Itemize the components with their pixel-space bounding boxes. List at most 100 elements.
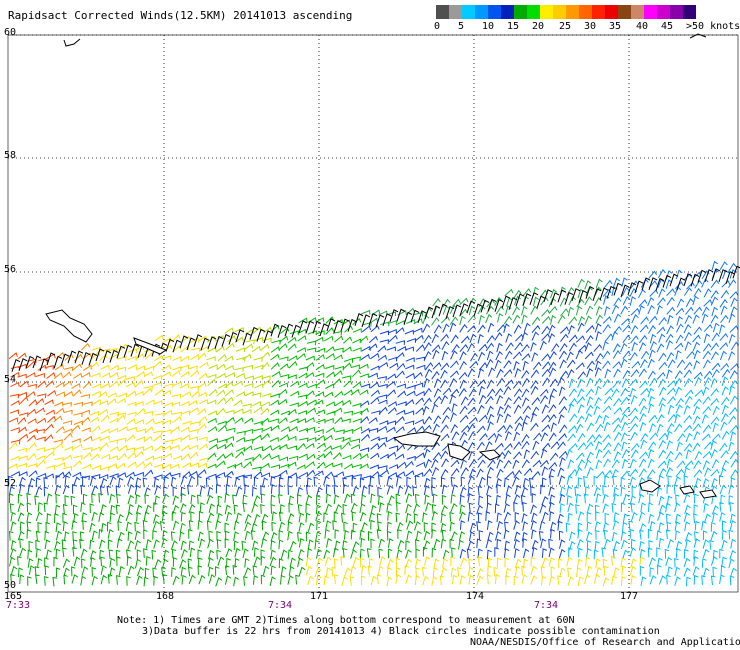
wind-barb [719, 467, 727, 478]
wind-barb [296, 352, 306, 360]
wind-barb [397, 461, 407, 469]
wind-barb [270, 454, 280, 460]
wind-barb [197, 519, 203, 530]
wind-barb [287, 475, 293, 486]
wind-barb [505, 575, 510, 585]
wind-barb [729, 450, 739, 460]
wind-barb [27, 484, 34, 495]
wind-barb [198, 415, 208, 424]
wind-barb [89, 522, 96, 533]
wind-barb [424, 458, 432, 469]
wind-barb [622, 369, 631, 379]
wind-barb [89, 503, 95, 514]
wind-barb [711, 505, 719, 515]
wind-barb [675, 540, 683, 551]
wind-barb [541, 557, 549, 567]
wind-barb [395, 557, 401, 568]
wind-barb [414, 521, 421, 531]
wind-barb [9, 393, 20, 399]
wind-barb [10, 565, 18, 576]
wind-barb [602, 434, 611, 443]
wind-barb [656, 530, 662, 541]
wind-barb [640, 350, 650, 360]
wind-barb [404, 329, 414, 335]
wind-barb-edge [522, 293, 532, 307]
wind-barb [674, 413, 681, 424]
wind-barb [54, 484, 61, 495]
wind-barb [299, 437, 309, 443]
wind-barb [71, 424, 81, 433]
wind-barb [729, 520, 737, 530]
wind-barb [53, 556, 58, 567]
wind-barb [279, 363, 289, 370]
wind-barb [235, 347, 245, 353]
wind-barb [386, 485, 394, 495]
wind-barb [711, 332, 720, 342]
wind-barb [550, 314, 557, 325]
wind-barb [100, 522, 107, 533]
wind-barb [513, 360, 520, 371]
wind-barb [332, 330, 343, 336]
wind-barb-edge [67, 350, 77, 364]
wind-barb [107, 539, 113, 550]
wind-barb [422, 546, 428, 557]
wind-barb [549, 511, 555, 521]
wind-barb [530, 305, 539, 315]
wind-barb [449, 538, 455, 549]
wind-barb [440, 379, 448, 389]
wind-barb [36, 455, 46, 460]
wind-barb [261, 453, 272, 460]
wind-barb [225, 409, 235, 415]
wind-barb [476, 425, 486, 434]
wind-barb [684, 460, 694, 468]
wind-barb [441, 529, 447, 540]
wind-barb [386, 346, 396, 352]
wind-barb [34, 566, 40, 576]
wind-barb [144, 567, 150, 578]
longitude-label: 177 [620, 591, 639, 602]
wind-barb [486, 388, 496, 398]
wind-barb [386, 451, 397, 459]
wind-barb [117, 477, 124, 488]
wind-barb [134, 484, 141, 495]
wind-barb [648, 414, 658, 423]
wind-barb [584, 486, 590, 496]
wind-barb [613, 442, 622, 452]
wind-barb [468, 458, 478, 468]
wind-barb [162, 453, 173, 459]
wind-barb [386, 426, 396, 433]
wind-barb [496, 342, 503, 353]
wind-barb [530, 486, 535, 496]
wind-barb [431, 458, 439, 469]
wind-barb [496, 512, 502, 523]
wind-barb-edge [228, 331, 238, 345]
wind-barb [396, 444, 406, 452]
wind-barb [262, 520, 267, 531]
wind-barb [386, 576, 393, 587]
wind-barb [115, 485, 121, 496]
wind-barb [35, 539, 40, 550]
wind-barb [522, 502, 527, 512]
wind-barb [496, 557, 502, 568]
wind-barb [477, 333, 484, 344]
wind-barb [558, 530, 564, 541]
wind-barb [233, 540, 239, 551]
wind-barb [658, 439, 667, 449]
wind-barb [639, 405, 648, 415]
wind-barb [106, 485, 112, 496]
wind-barb [560, 308, 569, 317]
wind-barb [730, 469, 739, 479]
wind-barb [315, 317, 325, 323]
wind-barb [224, 365, 234, 371]
wind-barb [189, 547, 196, 558]
wind-barb [226, 463, 237, 469]
wind-barb [100, 453, 111, 460]
wind-barb [467, 566, 474, 577]
wind-barb [441, 494, 447, 505]
wind-barb [640, 387, 650, 396]
wind-barb [459, 360, 467, 370]
wind-barb [431, 317, 440, 326]
wind-barb [172, 415, 182, 423]
wind-barb [459, 351, 467, 361]
wind-barb [647, 387, 655, 398]
